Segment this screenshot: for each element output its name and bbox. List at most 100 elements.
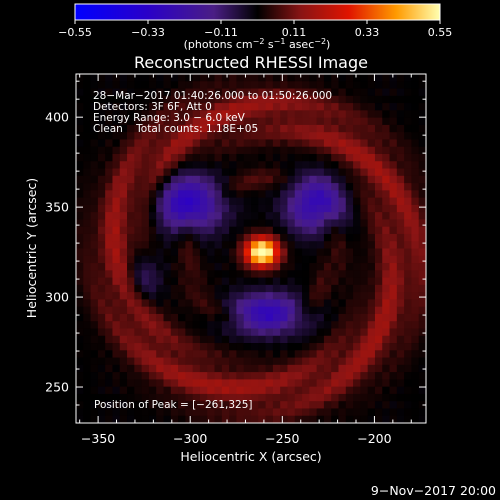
heatmap-cell bbox=[207, 139, 215, 148]
heatmap-cell bbox=[251, 183, 259, 191]
heatmap-cell bbox=[134, 241, 143, 249]
heatmap-cell bbox=[207, 255, 215, 264]
heatmap-cell bbox=[287, 408, 296, 417]
heatmap-cell bbox=[287, 95, 296, 104]
heatmap-cell bbox=[243, 74, 252, 82]
heatmap-cell bbox=[148, 81, 157, 89]
heatmap-cell bbox=[90, 219, 99, 228]
heatmap-cell bbox=[280, 219, 288, 228]
heatmap-cell bbox=[156, 146, 164, 155]
heatmap-cell bbox=[148, 197, 157, 206]
heatmap-cell bbox=[243, 146, 252, 155]
heatmap-cell bbox=[163, 124, 172, 133]
heatmap-cell bbox=[236, 335, 245, 344]
heatmap-cell bbox=[76, 197, 84, 206]
heatmap-cell bbox=[243, 103, 252, 111]
heatmap-cell bbox=[236, 306, 245, 315]
heatmap-cell bbox=[389, 183, 398, 191]
heatmap-cell bbox=[105, 255, 113, 264]
heatmap-cell bbox=[134, 161, 143, 169]
heatmap-cell bbox=[411, 277, 420, 286]
heatmap-cell bbox=[148, 248, 157, 257]
heatmap-cell bbox=[353, 393, 361, 402]
heatmap-cell bbox=[374, 146, 383, 155]
heatmap-cell bbox=[236, 299, 245, 308]
heatmap-cell bbox=[389, 212, 398, 220]
heatmap-cell bbox=[411, 321, 420, 329]
heatmap-cell bbox=[302, 197, 310, 206]
heatmap-cell bbox=[251, 197, 259, 206]
heatmap-cell bbox=[287, 270, 296, 278]
heatmap-cell bbox=[207, 328, 215, 337]
heatmap-cell bbox=[97, 255, 106, 264]
heatmap-cell bbox=[127, 284, 135, 293]
heatmap-cell bbox=[338, 299, 347, 308]
heatmap-cell bbox=[76, 386, 84, 395]
heatmap-cell bbox=[265, 74, 274, 82]
heatmap-cell bbox=[404, 350, 412, 358]
heatmap-cell bbox=[309, 153, 318, 162]
heatmap-cell bbox=[214, 95, 223, 104]
heatmap-cell bbox=[294, 88, 303, 97]
heatmap-cell bbox=[294, 328, 303, 337]
heatmap-cell bbox=[83, 379, 91, 388]
heatmap-cell bbox=[389, 74, 398, 82]
heatmap-cell bbox=[382, 372, 390, 380]
heatmap-cell bbox=[374, 190, 383, 198]
heatmap-cell bbox=[229, 233, 237, 242]
heatmap-cell bbox=[360, 364, 369, 373]
heatmap-cell bbox=[170, 81, 179, 89]
heatmap-cell bbox=[265, 241, 274, 249]
heatmap-cell bbox=[294, 270, 303, 278]
heatmap-cell bbox=[119, 277, 128, 286]
heatmap-cell bbox=[243, 306, 252, 315]
heatmap-cell bbox=[83, 124, 91, 133]
heatmap-cell bbox=[316, 161, 325, 169]
colorbar-units: (photons cm−2 s−1 asec−2) bbox=[184, 37, 331, 51]
heatmap-cell bbox=[163, 88, 172, 97]
heatmap-cell bbox=[105, 183, 113, 191]
heatmap-cell bbox=[119, 110, 128, 119]
heatmap-cell bbox=[214, 132, 223, 140]
heatmap-cell bbox=[360, 335, 369, 344]
heatmap-cell bbox=[309, 74, 318, 82]
heatmap-cell bbox=[302, 124, 310, 133]
heatmap-cell bbox=[302, 219, 310, 228]
heatmap-cell bbox=[112, 248, 121, 257]
heatmap-cell bbox=[389, 328, 398, 337]
heatmap-cell bbox=[302, 350, 310, 358]
heatmap-cell bbox=[90, 313, 99, 322]
heatmap-cell bbox=[360, 153, 369, 162]
heatmap-cell bbox=[294, 161, 303, 169]
heatmap-cell bbox=[411, 132, 420, 140]
heatmap-cell bbox=[309, 117, 318, 126]
heatmap-cell bbox=[258, 226, 266, 235]
heatmap-cell bbox=[243, 197, 252, 206]
heatmap-cell bbox=[265, 110, 274, 119]
heatmap-cell bbox=[97, 379, 106, 388]
heatmap-cell bbox=[221, 197, 230, 206]
heatmap-cell bbox=[280, 168, 288, 177]
heatmap-cell bbox=[265, 292, 274, 300]
heatmap-cell bbox=[404, 95, 412, 104]
heatmap-cell bbox=[382, 168, 390, 177]
heatmap-cell bbox=[83, 175, 91, 184]
heatmap-cell bbox=[214, 161, 223, 169]
heatmap-cell bbox=[148, 153, 157, 162]
heatmap-cell bbox=[178, 146, 186, 155]
heatmap-cell bbox=[127, 255, 135, 264]
heatmap-cell bbox=[265, 153, 274, 162]
heatmap-cell bbox=[221, 321, 230, 329]
heatmap-cell bbox=[265, 364, 274, 373]
heatmap-cell bbox=[389, 241, 398, 249]
heatmap-cell bbox=[236, 190, 245, 198]
heatmap-cell bbox=[345, 292, 354, 300]
heatmap-cell bbox=[338, 393, 347, 402]
heatmap-cell bbox=[331, 386, 339, 395]
heatmap-cell bbox=[185, 415, 194, 424]
heatmap-cell bbox=[148, 233, 157, 242]
heatmap-cell bbox=[207, 386, 215, 395]
heatmap-cell bbox=[258, 393, 266, 402]
heatmap-cell bbox=[163, 343, 172, 351]
heatmap-cell bbox=[119, 255, 128, 264]
